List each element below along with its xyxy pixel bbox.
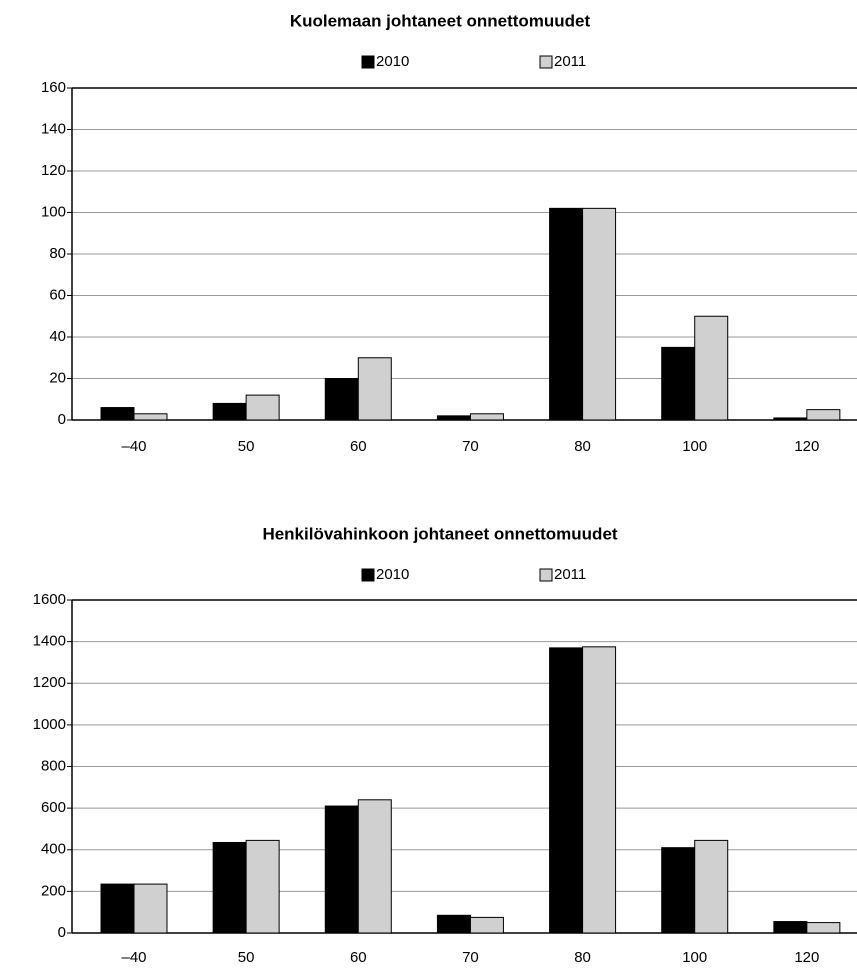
y-tick-label: 1600 xyxy=(33,591,66,608)
x-tick-label: 50 xyxy=(238,438,255,455)
bar xyxy=(806,922,841,934)
y-tick-label: 140 xyxy=(41,120,66,137)
y-tick-label: 600 xyxy=(41,799,66,816)
y-tick-label: 1000 xyxy=(33,716,66,733)
bar xyxy=(469,916,504,934)
bar xyxy=(773,417,808,421)
y-tick-label: 60 xyxy=(49,286,66,303)
y-tick-label: 20 xyxy=(49,369,66,386)
legend-label: 2011 xyxy=(554,566,586,583)
y-tick-label: 80 xyxy=(49,245,66,262)
bar xyxy=(436,415,471,421)
x-tick-label: 70 xyxy=(462,438,479,455)
x-tick-label: 100 xyxy=(682,438,707,455)
bar xyxy=(133,883,168,934)
chart-title: Kuolemaan johtaneet onnettomuudet xyxy=(290,11,591,30)
x-tick-label: 80 xyxy=(574,438,591,455)
bar xyxy=(582,646,617,934)
bar xyxy=(806,409,841,421)
bar xyxy=(582,207,617,421)
legend-label: 2010 xyxy=(376,566,409,583)
bar xyxy=(245,839,280,934)
bar xyxy=(549,647,584,934)
bar xyxy=(694,315,729,421)
y-tick-label: 120 xyxy=(41,162,66,179)
y-tick-label: 800 xyxy=(41,757,66,774)
bar xyxy=(100,407,135,421)
x-tick-label: 80 xyxy=(574,949,591,966)
bar xyxy=(133,413,168,421)
legend-swatch xyxy=(539,568,553,582)
bar xyxy=(357,357,392,421)
legend-swatch xyxy=(539,55,553,69)
x-tick-label: 120 xyxy=(794,949,819,966)
bar xyxy=(469,413,504,421)
y-tick-label: 400 xyxy=(41,841,66,858)
y-tick-label: 0 xyxy=(58,411,66,428)
legend-swatch xyxy=(361,55,375,69)
x-tick-label: 120 xyxy=(794,438,819,455)
y-tick-label: 1200 xyxy=(33,674,66,691)
bar xyxy=(436,914,471,934)
y-tick-label: 40 xyxy=(49,328,66,345)
legend-label: 2010 xyxy=(376,53,409,70)
x-tick-label: 60 xyxy=(350,949,367,966)
bar xyxy=(100,883,135,934)
bar xyxy=(357,799,392,934)
bar xyxy=(773,921,808,934)
x-tick-label: –40 xyxy=(121,438,146,455)
bar xyxy=(245,394,280,421)
x-tick-label: 100 xyxy=(682,949,707,966)
bar xyxy=(549,207,584,421)
y-tick-label: 200 xyxy=(41,882,66,899)
y-tick-label: 1400 xyxy=(33,633,66,650)
chart-title: Henkilövahinkoon johtaneet onnettomuudet xyxy=(262,524,617,543)
bar xyxy=(324,805,359,934)
x-tick-label: –40 xyxy=(121,949,146,966)
bar xyxy=(212,402,247,421)
bar xyxy=(661,847,696,934)
legend-label: 2011 xyxy=(554,53,586,70)
x-tick-label: 60 xyxy=(350,438,367,455)
y-tick-label: 100 xyxy=(41,203,66,220)
bar xyxy=(661,346,696,421)
y-tick-label: 160 xyxy=(41,79,66,96)
x-tick-label: 70 xyxy=(462,949,479,966)
y-tick-label: 0 xyxy=(58,924,66,941)
bar xyxy=(212,841,247,934)
bar xyxy=(694,839,729,934)
legend-swatch xyxy=(361,568,375,582)
x-tick-label: 50 xyxy=(238,949,255,966)
bar xyxy=(324,378,359,421)
